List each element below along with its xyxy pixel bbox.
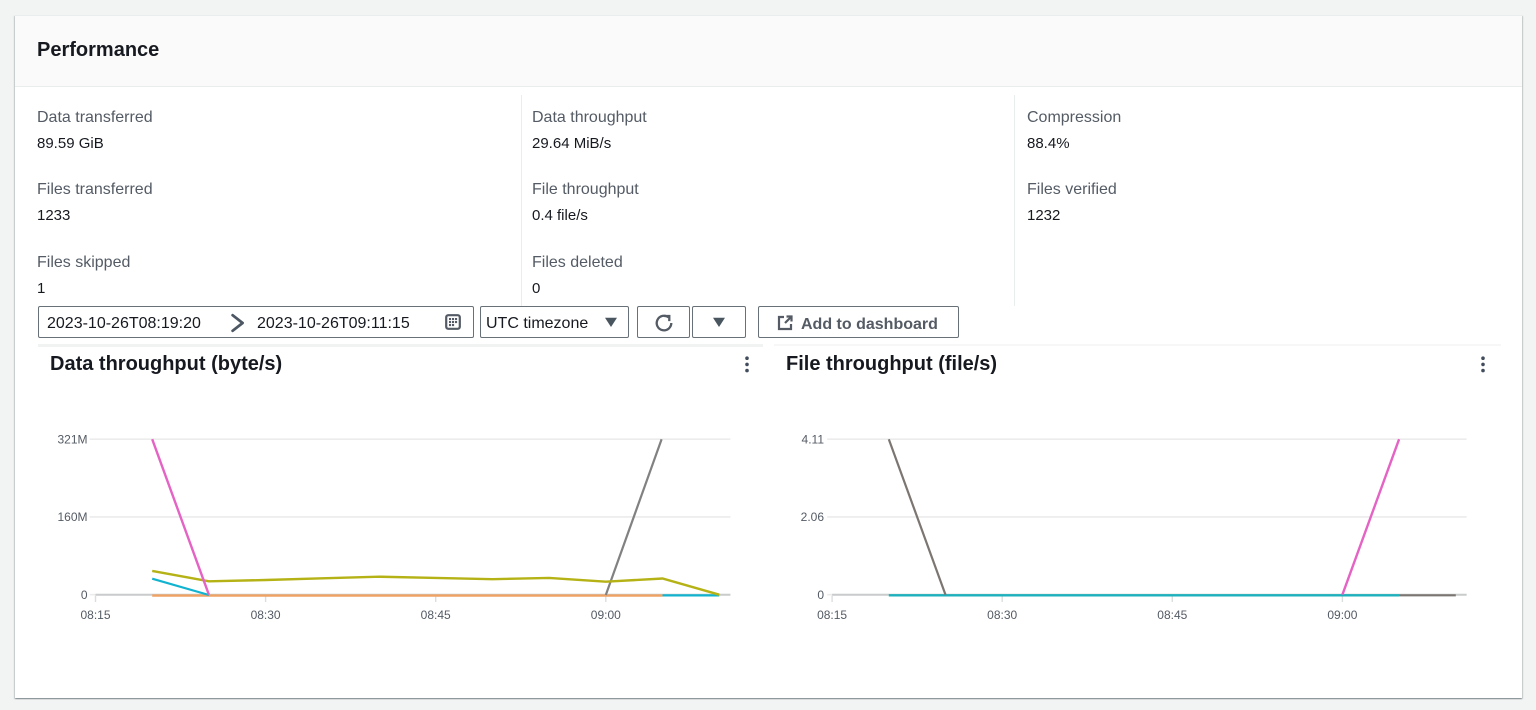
svg-text:08:15: 08:15 [817, 608, 847, 622]
svg-text:0: 0 [81, 588, 88, 602]
svg-text:08:45: 08:45 [1157, 608, 1187, 622]
svg-text:08:30: 08:30 [251, 608, 281, 622]
svg-text:0: 0 [817, 588, 824, 602]
svg-text:08:30: 08:30 [987, 608, 1017, 622]
svg-text:08:45: 08:45 [421, 608, 451, 622]
svg-text:321M: 321M [57, 433, 87, 447]
svg-text:160M: 160M [57, 510, 87, 524]
svg-text:2.06: 2.06 [801, 510, 825, 524]
svg-text:09:00: 09:00 [1327, 608, 1357, 622]
svg-text:09:00: 09:00 [591, 608, 621, 622]
svg-text:4.11: 4.11 [802, 433, 825, 447]
svg-text:08:15: 08:15 [80, 608, 110, 622]
